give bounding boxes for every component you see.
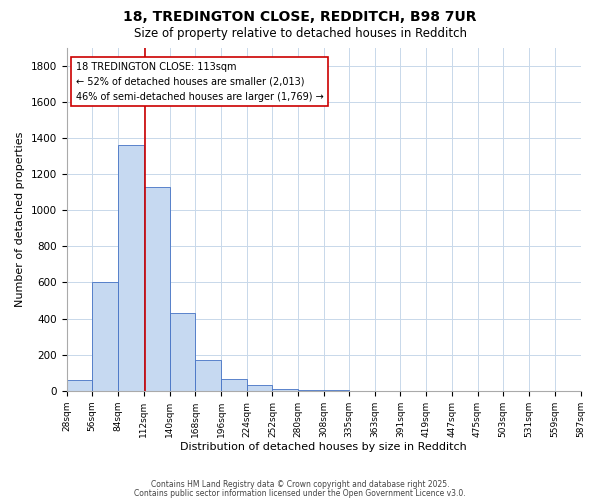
Text: 18 TREDINGTON CLOSE: 113sqm
← 52% of detached houses are smaller (2,013)
46% of : 18 TREDINGTON CLOSE: 113sqm ← 52% of det…	[76, 62, 323, 102]
Bar	[144, 186, 170, 391]
Bar	[92, 282, 118, 391]
Text: Contains HM Land Registry data © Crown copyright and database right 2025.: Contains HM Land Registry data © Crown c…	[151, 480, 449, 489]
Bar	[298, 390, 324, 391]
Bar	[170, 313, 195, 391]
Text: Size of property relative to detached houses in Redditch: Size of property relative to detached ho…	[133, 28, 467, 40]
Bar	[118, 145, 144, 391]
Text: Contains public sector information licensed under the Open Government Licence v3: Contains public sector information licen…	[134, 489, 466, 498]
Bar	[247, 384, 272, 391]
Bar	[195, 360, 221, 391]
Bar	[67, 380, 92, 391]
Y-axis label: Number of detached properties: Number of detached properties	[15, 132, 25, 307]
Text: 18, TREDINGTON CLOSE, REDDITCH, B98 7UR: 18, TREDINGTON CLOSE, REDDITCH, B98 7UR	[123, 10, 477, 24]
X-axis label: Distribution of detached houses by size in Redditch: Distribution of detached houses by size …	[180, 442, 467, 452]
Bar	[221, 379, 247, 391]
Bar	[272, 389, 298, 391]
